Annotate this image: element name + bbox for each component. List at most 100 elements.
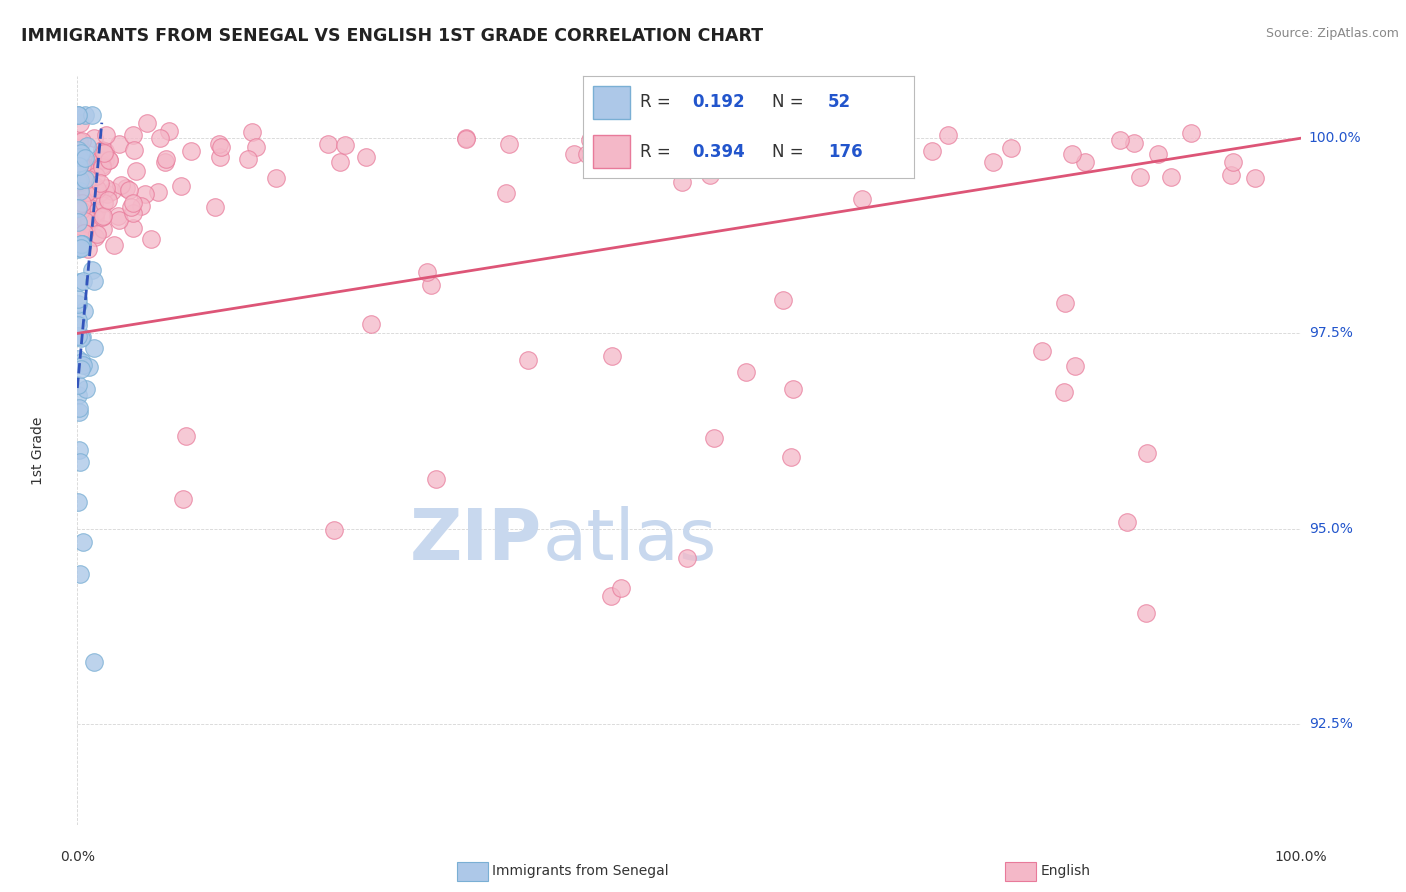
Point bbox=[67, 215, 90, 229]
Point bbox=[67, 150, 90, 164]
Point bbox=[70, 329, 93, 343]
Text: 97.5%: 97.5% bbox=[1309, 326, 1353, 341]
Point bbox=[67, 297, 90, 311]
Point bbox=[591, 128, 613, 143]
Point bbox=[517, 353, 540, 368]
Point bbox=[67, 388, 90, 402]
Text: English: English bbox=[1040, 864, 1091, 879]
Point bbox=[67, 495, 90, 509]
Text: IMMIGRANTS FROM SENEGAL VS ENGLISH 1ST GRADE CORRELATION CHART: IMMIGRANTS FROM SENEGAL VS ENGLISH 1ST G… bbox=[21, 27, 763, 45]
Point bbox=[83, 131, 105, 145]
Point bbox=[70, 361, 93, 376]
Point bbox=[209, 140, 232, 154]
Point bbox=[67, 215, 90, 229]
Point bbox=[77, 360, 100, 375]
Point bbox=[1109, 133, 1132, 147]
Text: 0.0%: 0.0% bbox=[60, 850, 94, 864]
Point bbox=[72, 275, 94, 289]
Point bbox=[70, 233, 93, 247]
Text: R =: R = bbox=[640, 143, 676, 161]
Point bbox=[67, 442, 90, 457]
Point bbox=[76, 186, 98, 200]
Point bbox=[323, 524, 346, 538]
Point bbox=[73, 226, 96, 240]
Point bbox=[174, 428, 197, 442]
Point bbox=[83, 656, 105, 670]
Point bbox=[69, 148, 91, 162]
Point bbox=[157, 124, 180, 138]
Point bbox=[578, 133, 600, 147]
Point bbox=[69, 156, 91, 170]
Point bbox=[84, 204, 107, 219]
Point bbox=[703, 431, 725, 445]
Point bbox=[981, 154, 1004, 169]
Point bbox=[120, 200, 142, 214]
Point bbox=[72, 358, 94, 372]
Point bbox=[91, 222, 114, 236]
Point bbox=[76, 172, 98, 186]
Point bbox=[456, 132, 478, 146]
Point bbox=[73, 159, 96, 173]
Text: 100.0%: 100.0% bbox=[1309, 131, 1361, 145]
Point bbox=[240, 125, 263, 139]
Point bbox=[1115, 516, 1137, 530]
Point bbox=[893, 150, 915, 164]
Point bbox=[735, 365, 758, 379]
Point bbox=[70, 134, 93, 148]
Point bbox=[69, 566, 91, 581]
Point bbox=[69, 134, 91, 148]
Point bbox=[73, 172, 96, 186]
Point bbox=[122, 195, 145, 210]
Point bbox=[114, 181, 136, 195]
Point bbox=[89, 186, 111, 200]
Point bbox=[66, 318, 89, 333]
Text: ZIP: ZIP bbox=[411, 506, 543, 574]
Point bbox=[1180, 126, 1202, 140]
Point bbox=[75, 383, 97, 397]
Point bbox=[94, 180, 117, 194]
Point bbox=[67, 159, 90, 173]
Point bbox=[576, 147, 599, 161]
Point bbox=[180, 144, 202, 158]
Point bbox=[136, 115, 159, 129]
Point bbox=[129, 199, 152, 213]
Point bbox=[360, 318, 382, 332]
Point bbox=[1147, 147, 1170, 161]
Point bbox=[772, 293, 794, 307]
Point bbox=[808, 135, 831, 149]
Point bbox=[67, 275, 90, 289]
Point bbox=[678, 161, 700, 176]
Point bbox=[83, 342, 105, 356]
Point bbox=[91, 209, 114, 223]
Point bbox=[90, 158, 112, 172]
Point bbox=[316, 136, 339, 151]
Point bbox=[711, 153, 734, 167]
Point bbox=[96, 186, 118, 201]
Point bbox=[86, 227, 108, 242]
Point bbox=[84, 169, 107, 183]
Text: 95.0%: 95.0% bbox=[1309, 522, 1353, 535]
Point bbox=[67, 202, 90, 216]
Point bbox=[676, 550, 699, 565]
Point bbox=[67, 141, 90, 155]
Point bbox=[69, 173, 91, 187]
Bar bbox=[593, 136, 630, 168]
Point bbox=[264, 170, 287, 185]
Point bbox=[66, 174, 89, 188]
Point bbox=[936, 128, 959, 143]
Point bbox=[70, 166, 93, 180]
Point bbox=[108, 137, 131, 152]
Point bbox=[69, 241, 91, 255]
Text: 0.192: 0.192 bbox=[693, 94, 745, 112]
Text: 92.5%: 92.5% bbox=[1309, 716, 1353, 731]
Point bbox=[354, 151, 377, 165]
Point bbox=[172, 491, 194, 506]
Point bbox=[70, 236, 93, 251]
Point bbox=[70, 331, 93, 345]
Point bbox=[1074, 154, 1097, 169]
Point bbox=[94, 145, 117, 159]
Bar bbox=[593, 87, 630, 119]
Point bbox=[70, 202, 93, 217]
Point bbox=[245, 139, 267, 153]
Point bbox=[122, 144, 145, 158]
